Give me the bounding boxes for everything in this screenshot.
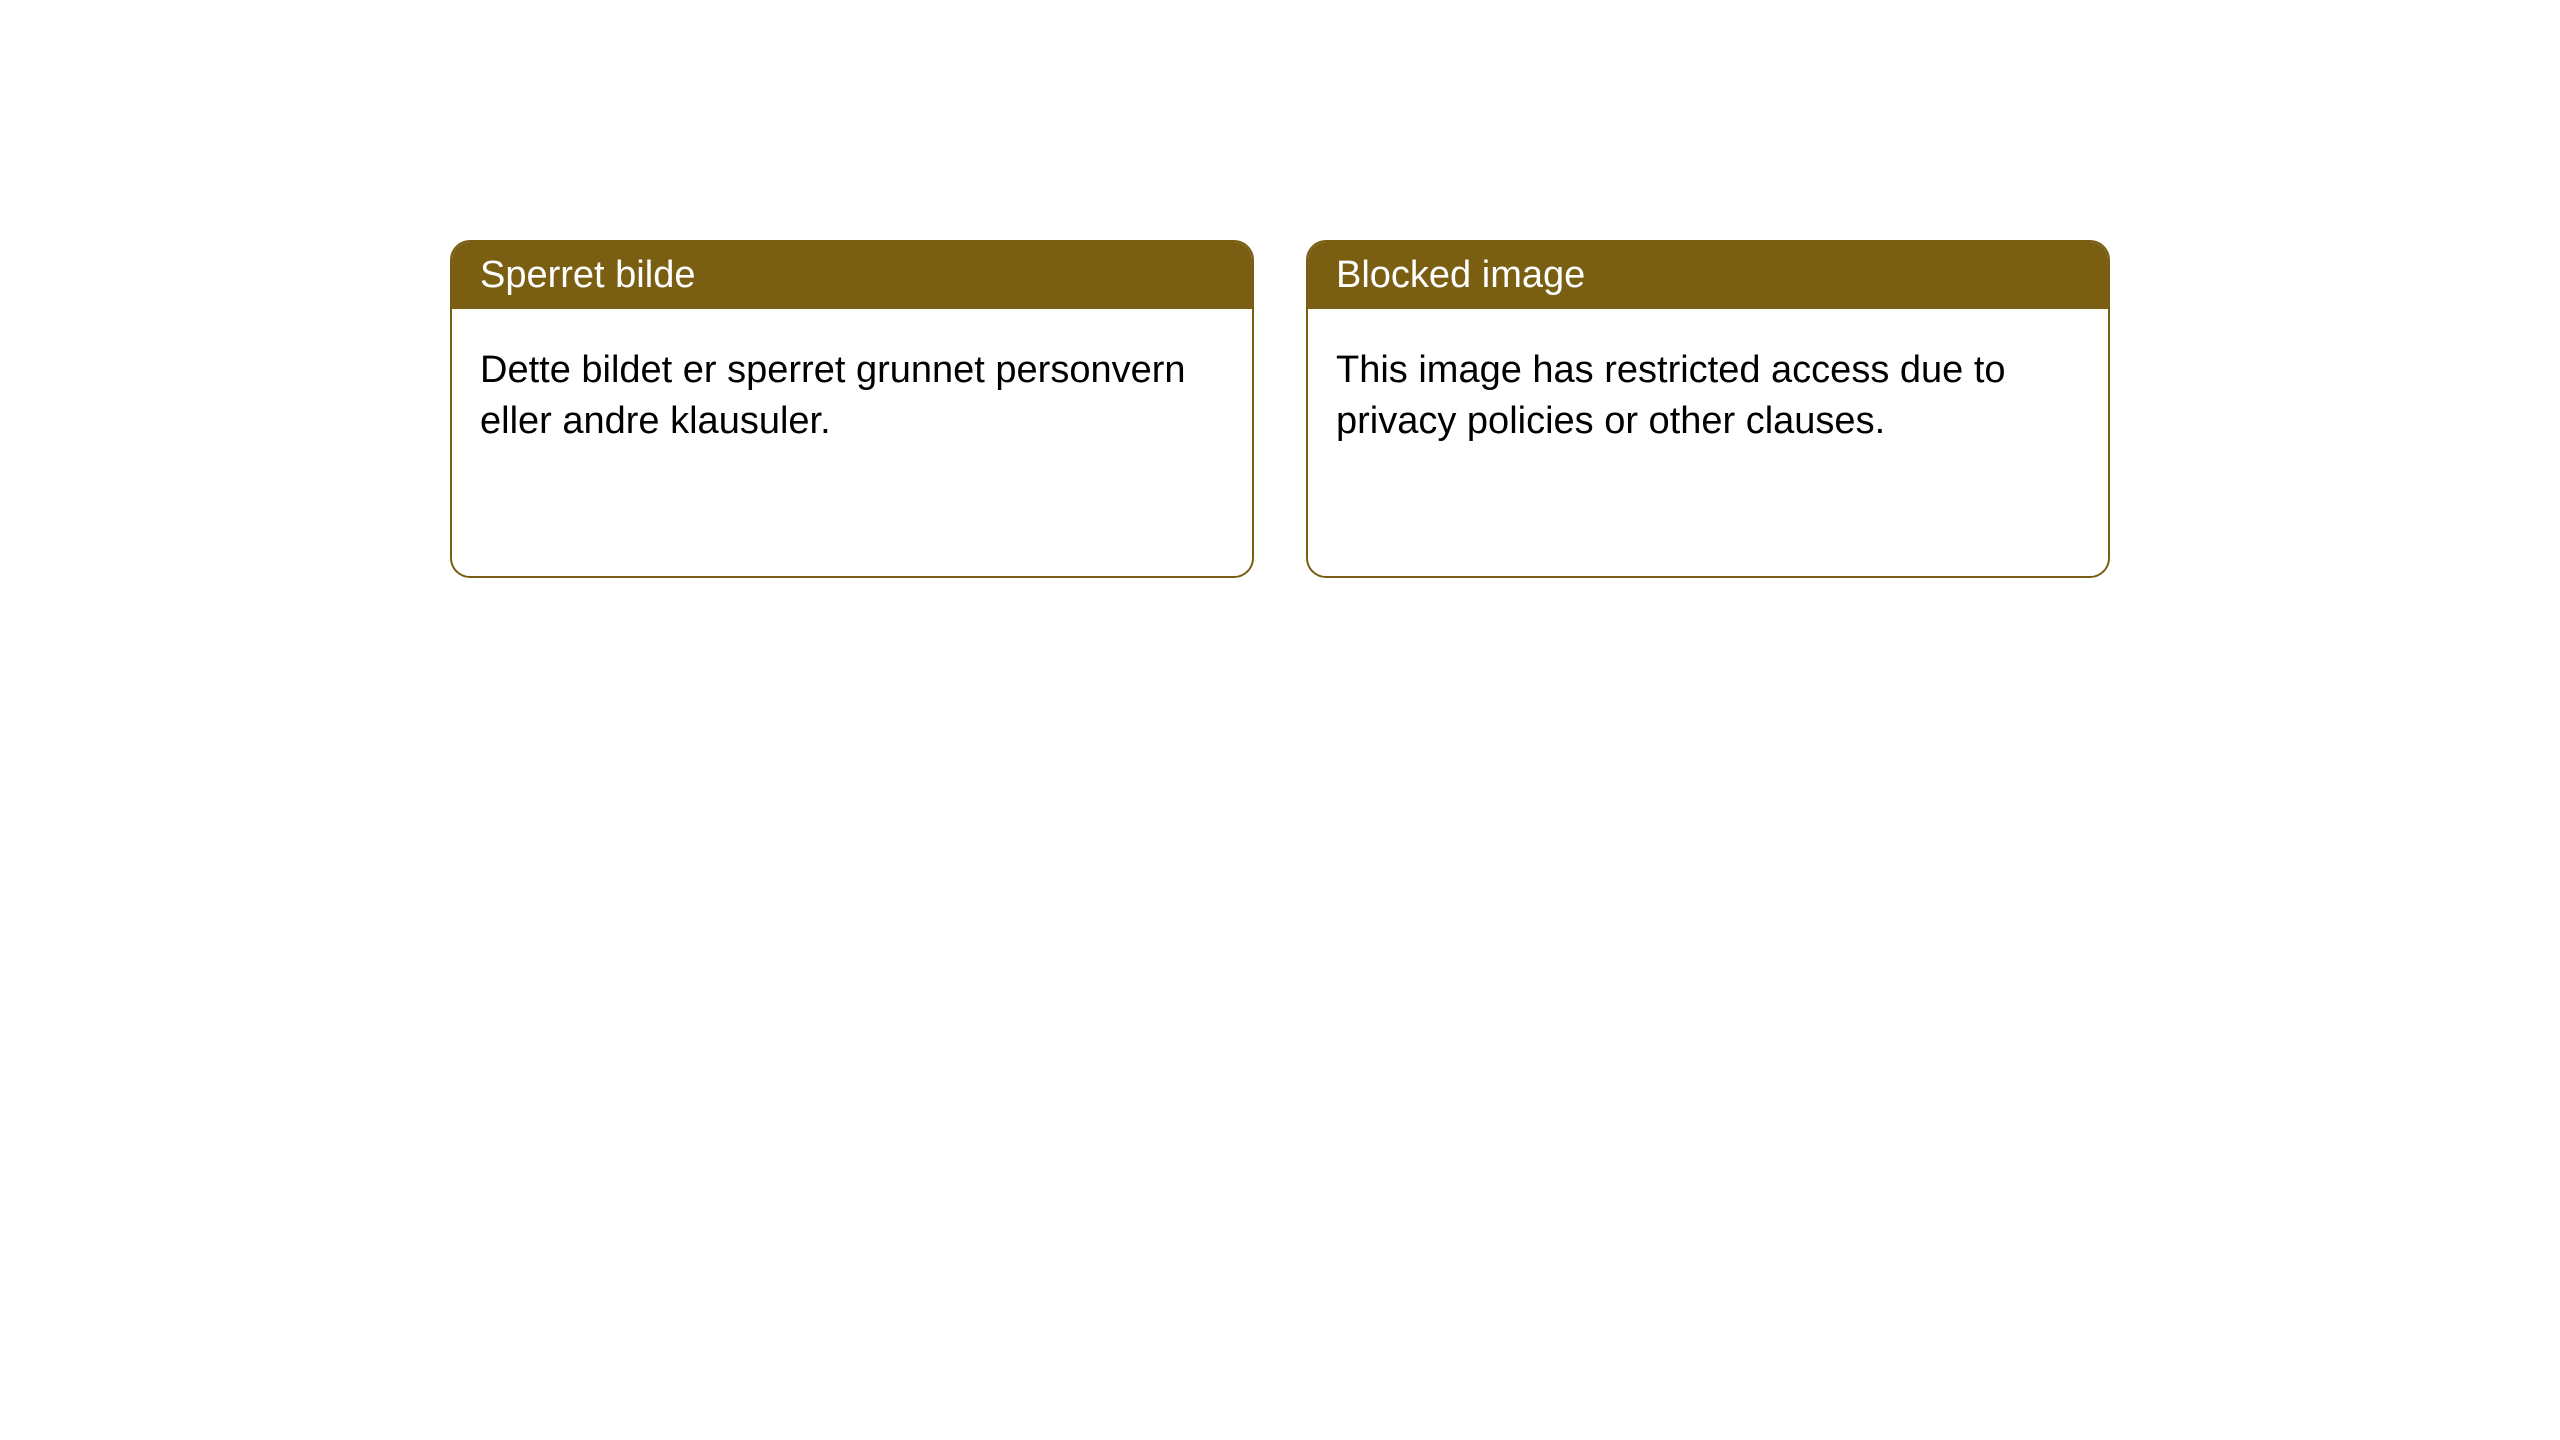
notice-card-english: Blocked image This image has restricted … <box>1306 240 2110 578</box>
notice-header: Sperret bilde <box>452 242 1252 309</box>
notice-body: Dette bildet er sperret grunnet personve… <box>452 309 1252 484</box>
notice-container: Sperret bilde Dette bildet er sperret gr… <box>450 240 2110 578</box>
notice-body: This image has restricted access due to … <box>1308 309 2108 484</box>
notice-header: Blocked image <box>1308 242 2108 309</box>
notice-card-norwegian: Sperret bilde Dette bildet er sperret gr… <box>450 240 1254 578</box>
